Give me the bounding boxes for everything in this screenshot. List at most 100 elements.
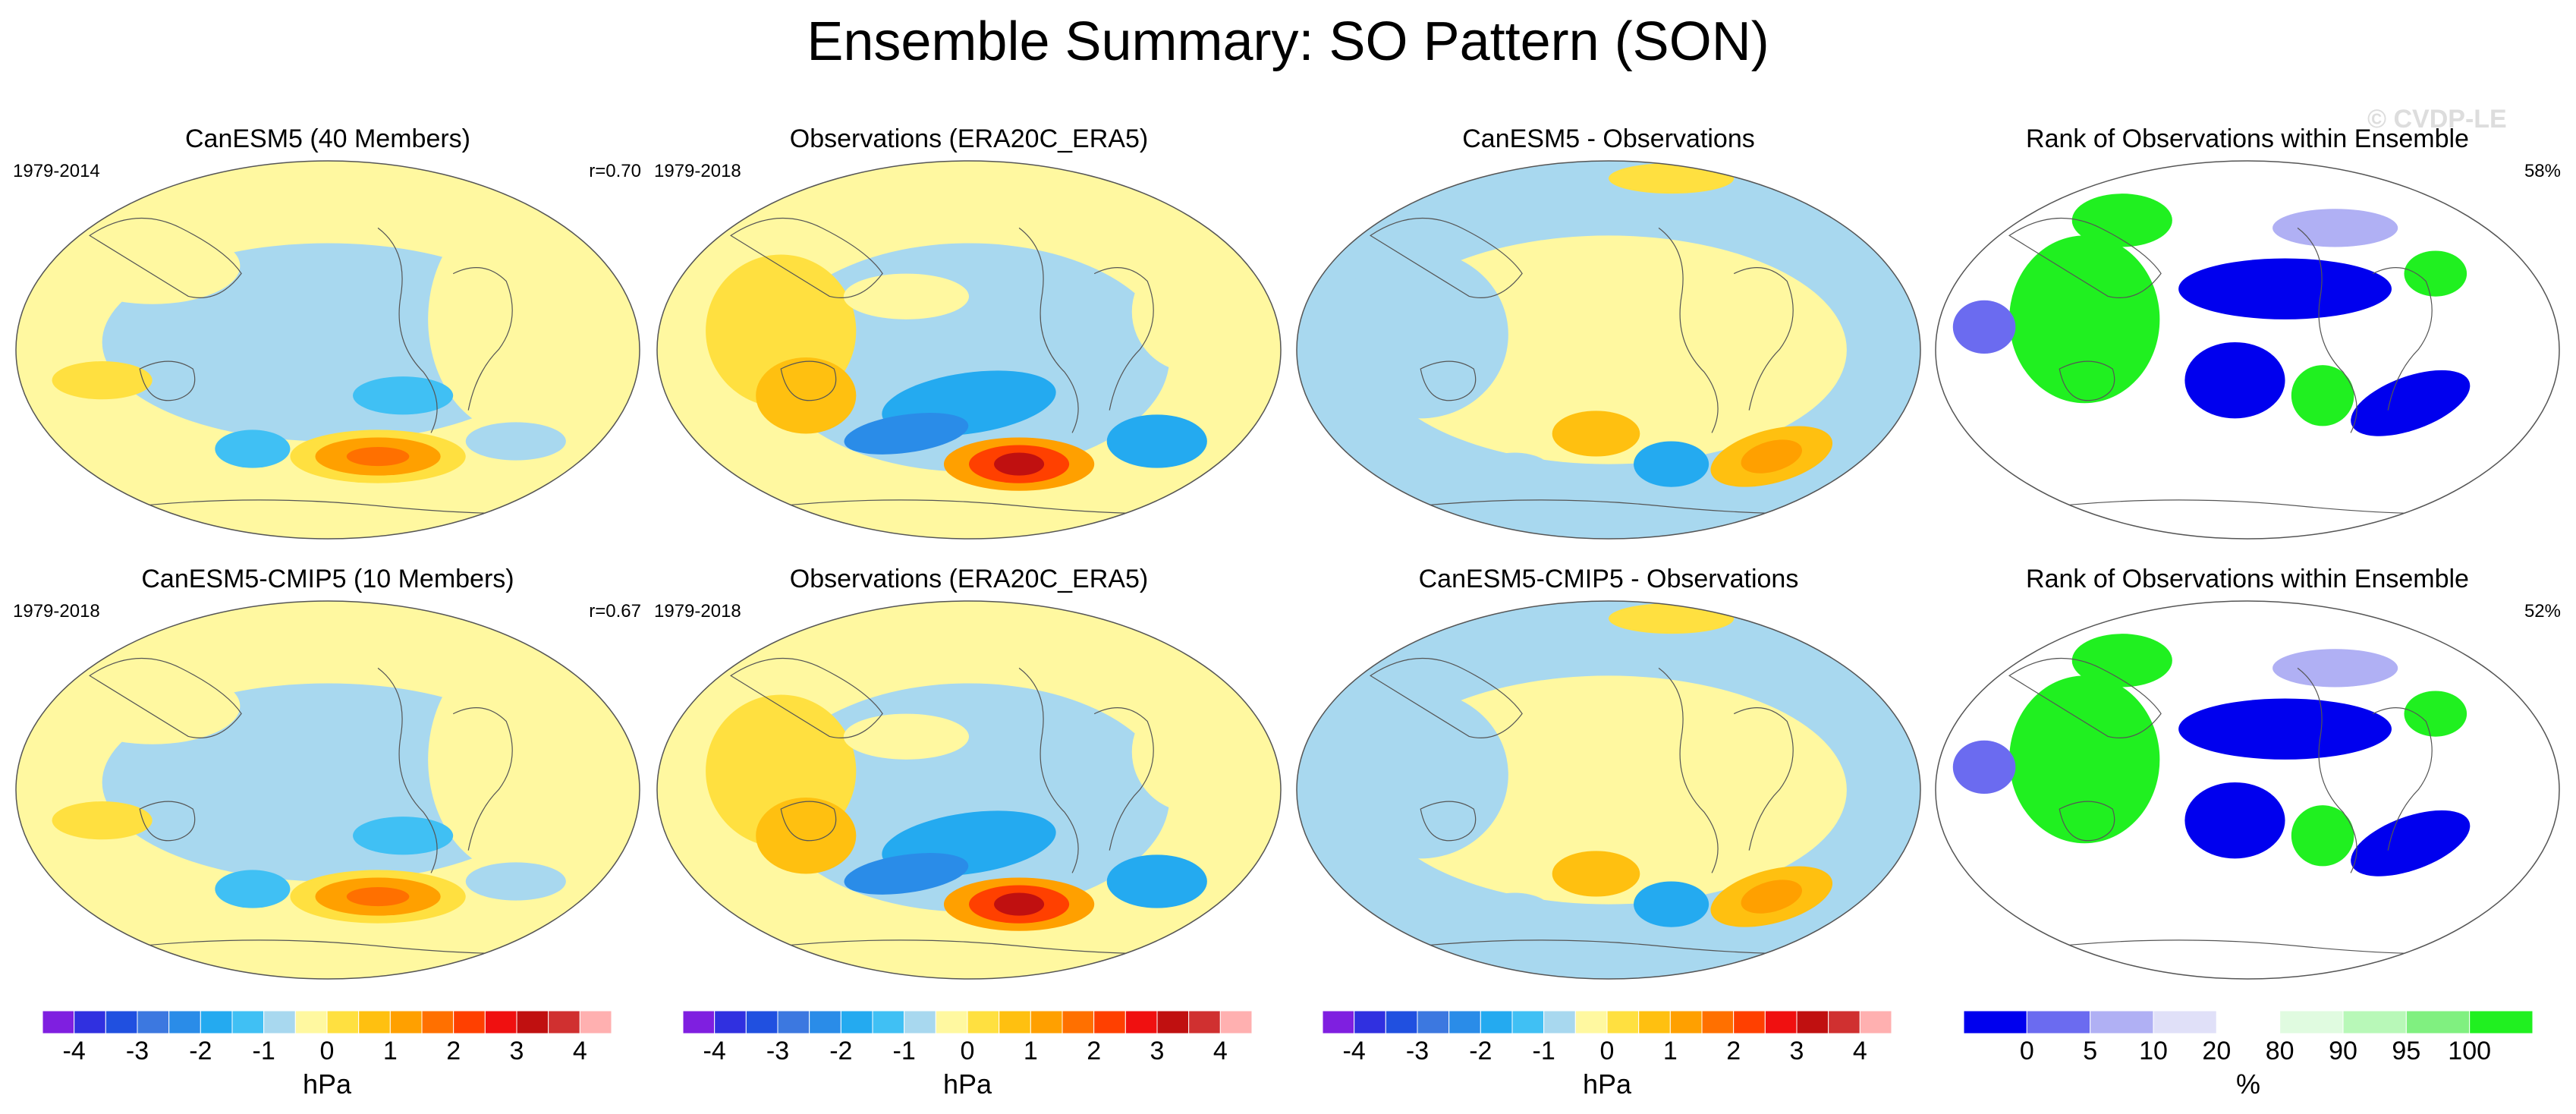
colorbar-unit: hPa: [942, 1068, 992, 1100]
colorbar-segment: [548, 1011, 580, 1034]
colorbar-segment: [1701, 1011, 1735, 1034]
colorbar-tick-label: 1: [383, 1037, 398, 1065]
contour-region: [346, 447, 410, 467]
panel-title: Observations (ERA20C_ERA5): [789, 124, 1149, 153]
colorbar-segment: [2342, 1011, 2407, 1034]
contour-region: [2071, 194, 2172, 247]
contour-region: [756, 798, 857, 874]
panel-title: CanESM5 (40 Members): [184, 124, 470, 153]
period-label: 1979-2018: [654, 601, 741, 622]
colorbar-segment: [1543, 1011, 1576, 1034]
contour-region: [2178, 698, 2392, 760]
coastline: [1420, 360, 1477, 401]
contour-region: [2009, 675, 2160, 844]
coastline: [89, 217, 242, 298]
coastline: [452, 707, 513, 851]
contour-region: [1106, 414, 1207, 468]
colorbar-segment: [872, 1011, 905, 1034]
contour-region: [1609, 603, 1735, 634]
colorbar-segment: [1828, 1011, 1860, 1034]
coastline: [2008, 217, 2162, 298]
map-panel: [1296, 600, 1921, 980]
colorbar-unit: %: [2235, 1068, 2260, 1100]
colorbar: 0 5 10 20 80 90 95 100: [1964, 1011, 2534, 1065]
contour-region: [428, 205, 604, 434]
map-panel: [656, 160, 1282, 540]
coastline: [780, 360, 837, 401]
map-border: [1296, 160, 1921, 540]
colorbar-segment: [1796, 1011, 1829, 1034]
watermark: © CVDP-LE: [2367, 105, 2507, 134]
colorbar: -4 -3 -2 -1 0 1 2 3 4: [683, 1011, 1253, 1065]
panel-title: Observations (ERA20C_ERA5): [789, 565, 1149, 593]
coastline: [1420, 801, 1477, 842]
colorbar-tick-label: 2: [1726, 1037, 1741, 1065]
map-panel: [1935, 600, 2560, 980]
colorbar-segment: [1511, 1011, 1545, 1034]
colorbar: -4 -3 -2 -1 0 1 2 3 4: [42, 1011, 612, 1065]
contour-region: [2291, 805, 2354, 867]
coastline: [452, 267, 513, 411]
colorbar-tick-label: -2: [1469, 1037, 1492, 1065]
contour-region: [353, 817, 454, 855]
contour-region: [2404, 250, 2467, 297]
map-border: [15, 600, 640, 980]
colorbar-tick-label: 2: [1087, 1037, 1101, 1065]
map-panel: [15, 160, 640, 540]
colorbar-tick-label: 80: [2266, 1037, 2294, 1065]
coastline: [1093, 707, 1154, 851]
map-panel: [656, 600, 1282, 980]
colorbar-segment: [137, 1011, 170, 1034]
contour-region: [843, 273, 969, 319]
colorbar-segment: [777, 1011, 810, 1034]
colorbar-tick-label: 20: [2202, 1037, 2231, 1065]
colorbar-segment: [1669, 1011, 1703, 1034]
contour-region: [2071, 634, 2172, 688]
coastline: [1370, 217, 1523, 298]
colorbar-segment: [935, 1011, 968, 1034]
contour-region: [1634, 881, 1709, 927]
contour-region: [1477, 892, 1552, 931]
colorbar-tick-label: -4: [63, 1037, 86, 1065]
colorbar-segment: [809, 1011, 841, 1034]
panel-title: Rank of Observations within Ensemble: [2026, 124, 2469, 153]
colorbar-segment: [1156, 1011, 1190, 1034]
colorbar-segment: [999, 1011, 1031, 1034]
contour-region: [1952, 300, 2016, 354]
panel-title: CanESM5 - Observations: [1462, 124, 1755, 153]
contour-region: [844, 853, 969, 895]
coastline: [730, 657, 883, 738]
coastline: [1370, 657, 1523, 738]
colorbar-segment: [2153, 1011, 2217, 1034]
colorbar-tick-label: 95: [2392, 1037, 2420, 1065]
coastline: [377, 227, 438, 433]
contour-region: [1332, 250, 1508, 419]
coastline: [1658, 667, 1719, 873]
contour-region: [64, 228, 241, 304]
contour-region: [1952, 740, 2016, 795]
contour-region: [843, 713, 969, 760]
coastline: [1018, 667, 1079, 873]
colorbar-tick-label: -3: [1406, 1037, 1429, 1065]
colorbar-segment: [326, 1011, 360, 1034]
colorbar-segment: [1638, 1011, 1671, 1034]
map-border: [1935, 600, 2560, 980]
colorbar-segment: [74, 1011, 106, 1034]
coastline: [2297, 227, 2357, 433]
panel-title: Rank of Observations within Ensemble: [2026, 565, 2469, 593]
colorbar-tick-label: -4: [1343, 1037, 1366, 1065]
contour-region: [2178, 258, 2392, 319]
coastline: [2297, 667, 2357, 873]
period-label: 1979-2014: [13, 161, 100, 181]
colorbar-segment: [516, 1011, 549, 1034]
map-border: [1296, 600, 1921, 980]
colorbar-segment: [453, 1011, 486, 1034]
stat-label: 52%: [2524, 601, 2561, 622]
contour-region: [465, 862, 566, 901]
colorbar-segment: [1964, 1011, 2027, 1034]
colorbar-tick-label: -3: [126, 1037, 149, 1065]
colorbar-tick-label: 0: [320, 1037, 335, 1065]
colorbar-tick-label: 0: [2020, 1037, 2034, 1065]
stat-label: 58%: [2524, 161, 2561, 181]
